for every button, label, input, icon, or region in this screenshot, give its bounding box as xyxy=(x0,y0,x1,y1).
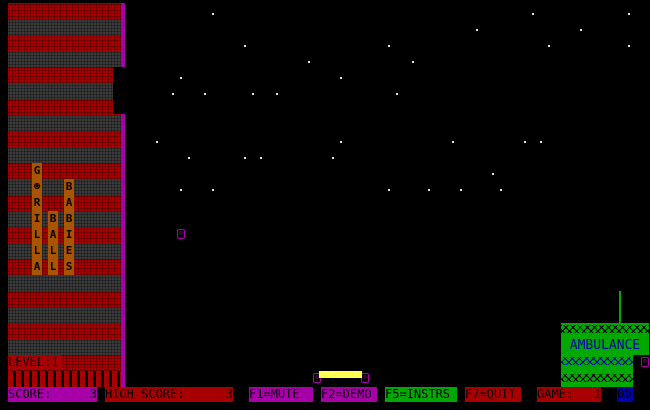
score-display: SCORE: 3 xyxy=(8,387,97,402)
star xyxy=(332,157,334,159)
banner-letter: L xyxy=(33,244,41,257)
star xyxy=(212,13,214,15)
building-base xyxy=(8,371,121,387)
banner-letter: I xyxy=(65,228,73,241)
star xyxy=(244,157,246,159)
banner-letter: B xyxy=(49,212,57,225)
star xyxy=(428,189,430,191)
banner-letter: ☻ xyxy=(33,180,41,193)
banner-letter: A xyxy=(33,260,41,273)
building-edge xyxy=(121,3,125,67)
star xyxy=(252,93,254,95)
star xyxy=(172,93,174,95)
ambulance-antenna xyxy=(619,291,621,323)
high-score-display: HIGH SCORE: 3 xyxy=(105,387,233,402)
quit-key[interactable]: F7=QUIT xyxy=(465,387,521,402)
star xyxy=(388,189,390,191)
star xyxy=(188,157,190,159)
star xyxy=(396,93,398,95)
star xyxy=(628,13,630,15)
banner-gorilla: G ☻ R I L L A xyxy=(32,163,42,275)
star xyxy=(492,173,494,175)
ambulance-door xyxy=(633,355,649,387)
ambulance-pattern xyxy=(561,374,633,382)
star xyxy=(276,93,278,95)
level-indicator: LEVEL:1 xyxy=(8,355,61,370)
star xyxy=(212,189,214,191)
star xyxy=(524,141,526,143)
star xyxy=(340,77,342,79)
building-edge xyxy=(121,114,125,387)
banner-letter: A xyxy=(65,196,73,209)
ambulance-pattern xyxy=(561,357,633,365)
score-value: 3 xyxy=(89,387,97,401)
building-window-gap xyxy=(113,67,125,114)
banner-letter: G xyxy=(33,164,41,177)
star xyxy=(156,141,158,143)
star xyxy=(180,189,182,191)
banner-letter: L xyxy=(49,244,57,257)
banner-letter: L xyxy=(33,228,41,241)
star xyxy=(476,29,478,31)
demo-key[interactable]: F2=DEMO xyxy=(321,387,377,402)
ambulance-label: AMBULANCE xyxy=(569,338,641,353)
mute-key[interactable]: F1=MUTE xyxy=(249,387,313,402)
banner-letter: E xyxy=(65,244,73,257)
rescuer-left: ☺ xyxy=(313,373,321,383)
banner-letter: I xyxy=(33,212,41,225)
rescuer-right: ☺ xyxy=(361,373,369,383)
star xyxy=(460,189,462,191)
star xyxy=(532,13,534,15)
ambulance-pattern xyxy=(561,325,649,333)
game-value: 1 xyxy=(593,387,601,401)
star xyxy=(260,157,262,159)
star xyxy=(244,45,246,47)
star xyxy=(452,141,454,143)
star xyxy=(412,61,414,63)
star xyxy=(204,93,206,95)
high-score-value: 3 xyxy=(225,387,233,401)
star xyxy=(628,45,630,47)
star xyxy=(548,45,550,47)
star xyxy=(388,45,390,47)
banner-letter: B xyxy=(65,212,73,225)
falling-baby: ☺ xyxy=(177,229,185,239)
star xyxy=(180,77,182,79)
star xyxy=(540,141,542,143)
counter-display: 00 xyxy=(617,387,633,402)
high-score-label: HIGH SCORE: xyxy=(105,387,185,401)
banner-letter: A xyxy=(49,228,57,241)
stretcher-trampoline[interactable] xyxy=(319,371,362,378)
star xyxy=(340,141,342,143)
banner-letter: B xyxy=(65,180,73,193)
star xyxy=(580,29,582,31)
game-label: GAME: xyxy=(537,387,574,401)
score-label: SCORE: xyxy=(8,387,52,401)
game-number-display: GAME: 1 xyxy=(537,387,601,402)
rescued-baby: ☺ xyxy=(641,357,649,367)
banner-letter: S xyxy=(65,260,73,273)
star xyxy=(308,61,310,63)
banner-letter: R xyxy=(33,196,41,209)
star xyxy=(500,189,502,191)
instructions-key[interactable]: F5=INSTRS xyxy=(385,387,457,402)
banner-letter: L xyxy=(49,260,57,273)
